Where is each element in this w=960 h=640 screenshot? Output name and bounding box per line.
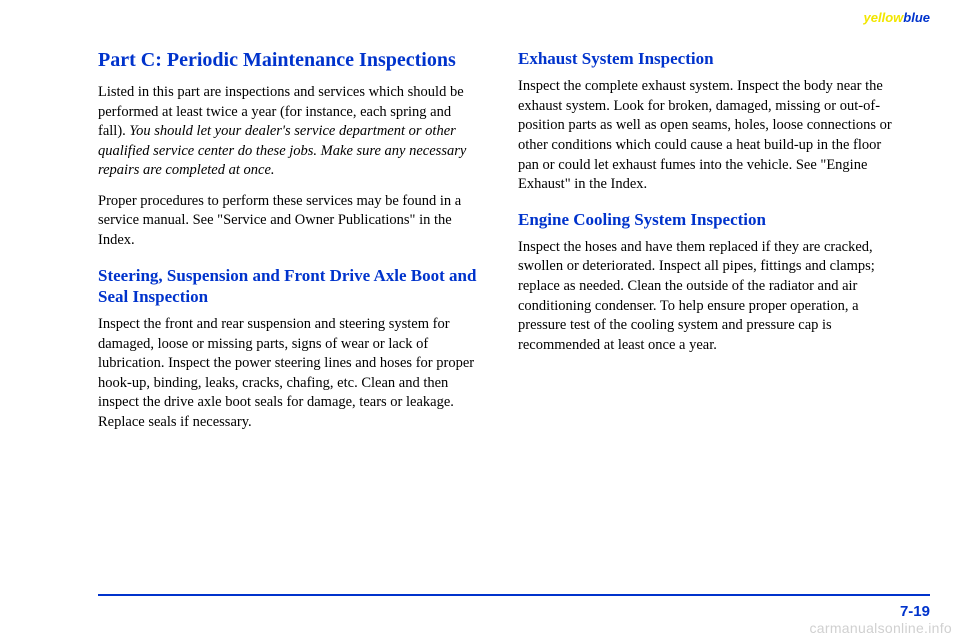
body-paragraph: Proper procedures to perform these servi… [98, 192, 480, 251]
body-text-italic: You should let your dealer's service dep… [98, 123, 466, 178]
header-brand: yellowblue [864, 10, 930, 25]
page-number: 7-19 [900, 603, 930, 620]
header-yellow: yellow [864, 10, 904, 25]
left-column: Part C: Periodic Maintenance Inspections… [98, 48, 480, 443]
body-paragraph: Inspect the complete exhaust system. Ins… [518, 77, 900, 194]
page-content: Part C: Periodic Maintenance Inspections… [98, 48, 900, 443]
header-blue: blue [903, 10, 930, 25]
right-column: Exhaust System Inspection Inspect the co… [518, 48, 900, 443]
section-title: Part C: Periodic Maintenance Inspections [98, 48, 480, 73]
body-paragraph: Listed in this part are inspections and … [98, 83, 480, 181]
body-paragraph: Inspect the front and rear suspension an… [98, 315, 480, 432]
subsection-heading: Exhaust System Inspection [518, 48, 900, 69]
body-paragraph: Inspect the hoses and have them replaced… [518, 238, 900, 355]
watermark-text: carmanualsonline.info [810, 620, 953, 636]
subsection-heading: Engine Cooling System Inspection [518, 209, 900, 230]
subsection-heading: Steering, Suspension and Front Drive Axl… [98, 265, 480, 308]
footer-divider [98, 594, 930, 596]
